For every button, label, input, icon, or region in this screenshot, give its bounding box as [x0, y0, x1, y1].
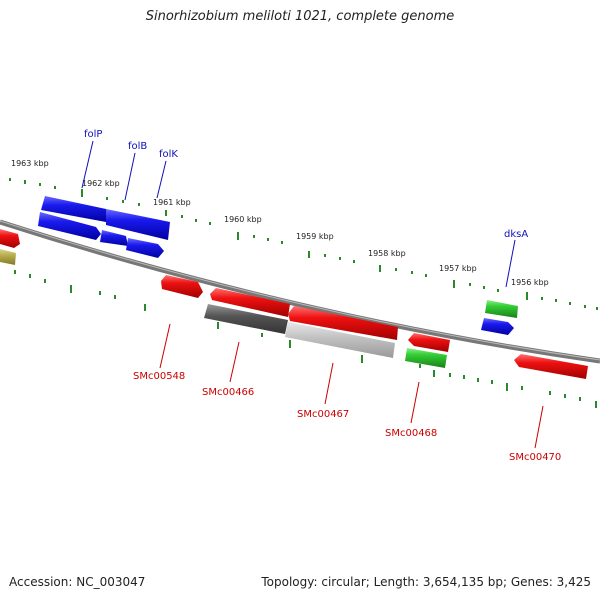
scale-label-1957: 1957 kbp — [439, 264, 477, 273]
accession-text: Accession: NC_003047 — [9, 575, 146, 589]
gene-green-reverse[interactable] — [405, 348, 447, 368]
gene-label-folK: folK — [159, 149, 178, 160]
leader-line-SMc00467 — [324, 362, 334, 405]
gene-label-SMc00548: SMc00548 — [133, 371, 185, 382]
gene-blue-small[interactable] — [126, 238, 164, 258]
gene-SMc00470[interactable] — [514, 354, 588, 379]
gene-SMc00548[interactable] — [161, 275, 203, 298]
gene-label-SMc00468: SMc00468 — [385, 428, 437, 439]
gene-red-left-edge[interactable] — [0, 229, 20, 248]
scale-label-1963: 1963 kbp — [11, 159, 49, 168]
gene-label-folP: folP — [84, 129, 102, 140]
lower-scale-ticks — [14, 270, 597, 408]
leader-line-SMc00548 — [159, 323, 171, 369]
leader-line-SMc00470 — [534, 405, 544, 449]
gene-green-forward[interactable] — [485, 300, 518, 318]
genome-backbone-highlight — [0, 220, 600, 361]
genome-backbone — [0, 219, 600, 364]
gene-label-folB: folB — [128, 141, 147, 152]
scale-label-1960: 1960 kbp — [224, 215, 262, 224]
scale-label-1956: 1956 kbp — [511, 278, 549, 287]
scale-label-1959: 1959 kbp — [296, 232, 334, 241]
gene-label-SMc00470: SMc00470 — [509, 452, 561, 463]
leader-line-dksA — [505, 239, 516, 288]
leader-line-SMc00466 — [229, 341, 240, 383]
gene-SMc00466[interactable] — [210, 288, 290, 317]
upper-scale-ticks — [9, 178, 598, 310]
scale-label-1961: 1961 kbp — [153, 198, 191, 207]
gene-folK-upper[interactable] — [38, 212, 101, 240]
leader-line-folK — [156, 160, 167, 199]
genome-title: Sinorhizobium meliloti 1021, complete ge… — [145, 9, 455, 24]
gene-olive-left-edge[interactable] — [0, 249, 16, 265]
gene-SMc00467[interactable] — [288, 306, 398, 340]
gene-SMc00468[interactable] — [408, 333, 450, 352]
gene-SMc00466-shadow — [204, 304, 288, 334]
leader-line-folB — [124, 152, 136, 201]
gene-label-dksA: dksA — [504, 229, 528, 240]
gene-folB[interactable] — [106, 209, 170, 240]
gene-folP[interactable] — [41, 196, 106, 222]
leader-line-folP — [81, 140, 94, 189]
scale-label-1962: 1962 kbp — [82, 179, 120, 188]
genome-info-text: Topology: circular; Length: 3,654,135 bp… — [261, 575, 591, 589]
gene-dksA[interactable] — [481, 318, 514, 335]
gene-label-SMc00467: SMc00467 — [297, 409, 349, 420]
gene-folK[interactable] — [100, 230, 128, 246]
gene-label-SMc00466: SMc00466 — [202, 387, 254, 398]
leader-line-SMc00468 — [410, 381, 420, 424]
gene-SMc00467-shadow — [285, 322, 395, 358]
scale-label-1958: 1958 kbp — [368, 249, 406, 258]
